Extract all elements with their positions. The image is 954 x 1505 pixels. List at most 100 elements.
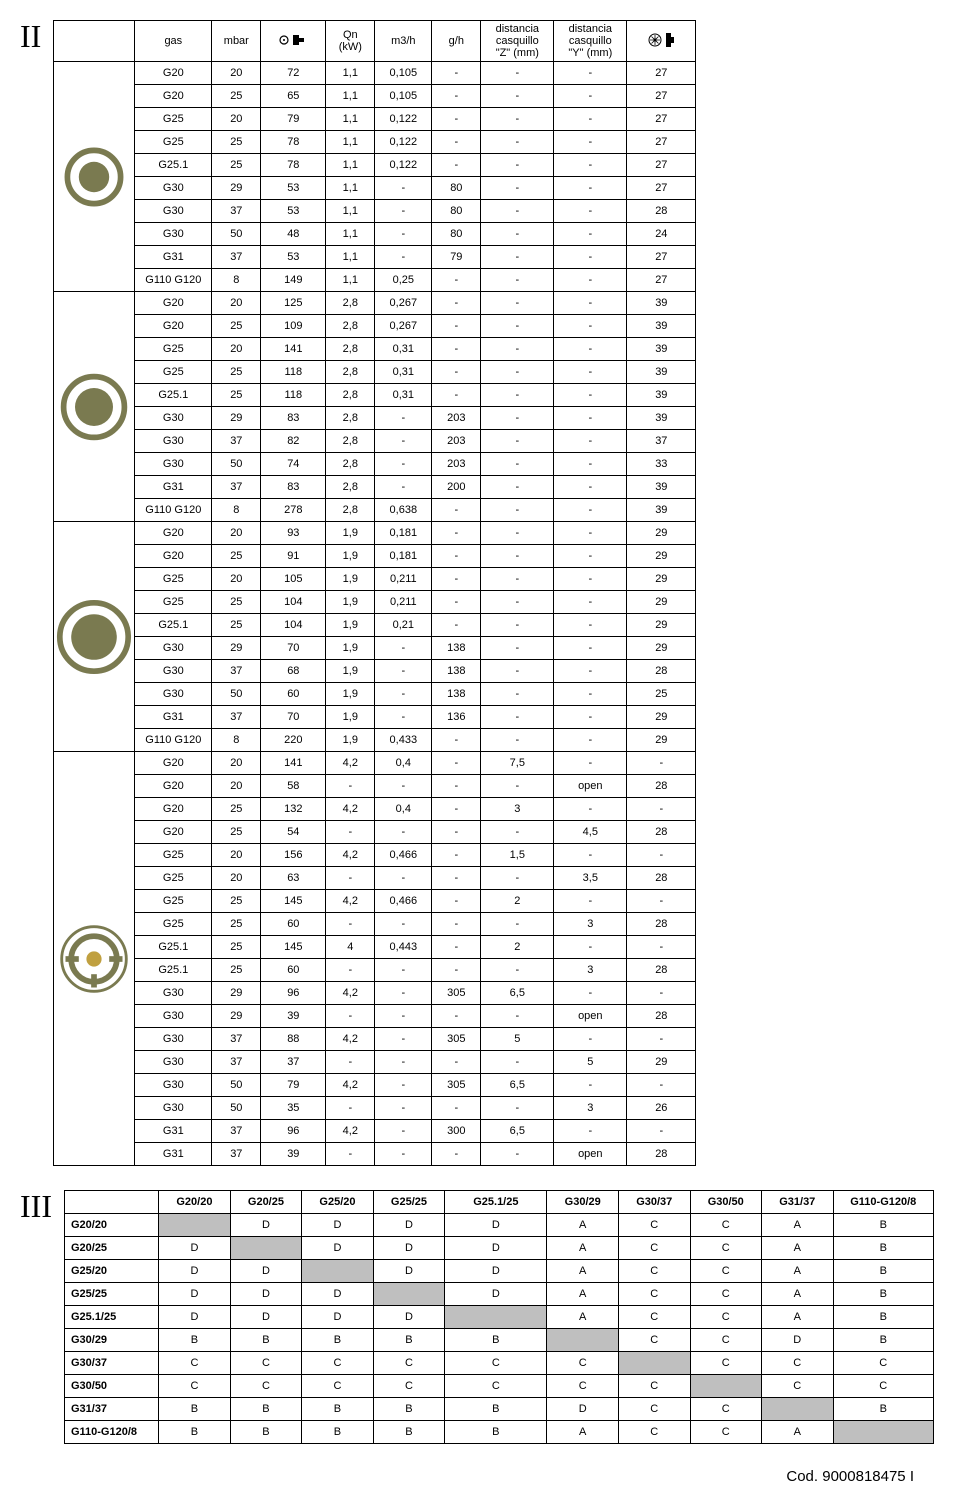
burner-icon xyxy=(54,62,135,292)
cell: G30 xyxy=(135,1097,212,1120)
cell: - xyxy=(375,913,432,936)
cell: 37 xyxy=(212,200,261,223)
cell: C xyxy=(762,1375,834,1398)
table-row: G25.125781,10,122---27 xyxy=(54,154,696,177)
cell: - xyxy=(432,361,481,384)
t3-header: G30/37 xyxy=(618,1191,690,1214)
cell: A xyxy=(762,1260,834,1283)
t3-header: G20/25 xyxy=(230,1191,302,1214)
cell: D xyxy=(159,1306,231,1329)
cell: 305 xyxy=(432,1028,481,1051)
cell: - xyxy=(326,1005,375,1028)
cell: 65 xyxy=(261,85,326,108)
cell: - xyxy=(554,844,627,867)
cell: 27 xyxy=(627,269,696,292)
cell: 20 xyxy=(212,867,261,890)
cell: - xyxy=(627,1074,696,1097)
cell: 4,2 xyxy=(326,982,375,1005)
cell: 25 xyxy=(212,131,261,154)
cell: 118 xyxy=(261,384,326,407)
cell: 0,433 xyxy=(375,729,432,752)
cell: - xyxy=(326,1051,375,1074)
cell: 27 xyxy=(627,177,696,200)
cell: 3 xyxy=(554,913,627,936)
cell: 138 xyxy=(432,683,481,706)
cell: - xyxy=(554,292,627,315)
cell: 305 xyxy=(432,1074,481,1097)
cell: - xyxy=(481,545,554,568)
cell: 0,211 xyxy=(375,568,432,591)
cell: 28 xyxy=(627,200,696,223)
cell: D xyxy=(373,1260,445,1283)
table-row: G3050601,9-138--25 xyxy=(54,683,696,706)
cell: - xyxy=(375,660,432,683)
cell: 1,9 xyxy=(326,729,375,752)
cell: - xyxy=(481,637,554,660)
cell: 29 xyxy=(627,1051,696,1074)
cell: 28 xyxy=(627,913,696,936)
cell: 4,2 xyxy=(326,890,375,913)
cell: - xyxy=(326,959,375,982)
cell: B xyxy=(159,1421,231,1444)
t3-header: G20/20 xyxy=(159,1191,231,1214)
cell: B xyxy=(302,1398,374,1421)
cell: open xyxy=(554,1143,627,1166)
table-row: G25/25DDDDACCAB xyxy=(64,1283,933,1306)
cell: G30 xyxy=(135,407,212,430)
cell: 93 xyxy=(261,522,326,545)
cell: G20 xyxy=(135,315,212,338)
cell: 33 xyxy=(627,453,696,476)
cell: - xyxy=(432,775,481,798)
cell: A xyxy=(547,1214,619,1237)
burner-icon xyxy=(54,522,135,752)
cell: - xyxy=(481,85,554,108)
cell: D xyxy=(445,1283,547,1306)
cell: 1,1 xyxy=(326,131,375,154)
row-label: G25.1/25 xyxy=(64,1306,158,1329)
cell: 50 xyxy=(212,683,261,706)
cell: C xyxy=(618,1398,690,1421)
cell: 1,9 xyxy=(326,568,375,591)
cell: 39 xyxy=(627,384,696,407)
cell: G110 G120 xyxy=(135,729,212,752)
hdr-gh: g/h xyxy=(432,21,481,62)
cell: 0,31 xyxy=(375,338,432,361)
cell: - xyxy=(375,453,432,476)
cell: 50 xyxy=(212,453,261,476)
cell: 27 xyxy=(627,131,696,154)
hdr-regulator-icon xyxy=(627,21,696,62)
cell: C xyxy=(690,1398,762,1421)
cell: 4,2 xyxy=(326,1028,375,1051)
cell: B xyxy=(230,1398,302,1421)
cell: A xyxy=(762,1283,834,1306)
cell: 1,9 xyxy=(326,706,375,729)
cell: 0,31 xyxy=(375,361,432,384)
cell: 2,8 xyxy=(326,453,375,476)
cell: - xyxy=(375,1005,432,1028)
cell: - xyxy=(554,798,627,821)
hdr-injector-icon xyxy=(261,21,326,62)
cell: 5 xyxy=(554,1051,627,1074)
burner-icon xyxy=(54,752,135,1166)
cell: - xyxy=(481,384,554,407)
table-row: G3029964,2-3056,5-- xyxy=(54,982,696,1005)
burner-icon xyxy=(54,292,135,522)
cell: 50 xyxy=(212,223,261,246)
cell: 35 xyxy=(261,1097,326,1120)
cell: - xyxy=(627,798,696,821)
cell: - xyxy=(432,384,481,407)
cell: - xyxy=(326,821,375,844)
cell: 96 xyxy=(261,982,326,1005)
cell: 2 xyxy=(481,936,554,959)
cell: C xyxy=(618,1283,690,1306)
cell: 125 xyxy=(261,292,326,315)
cell: D xyxy=(302,1306,374,1329)
compatibility-table: G20/20G20/25G25/20G25/25G25.1/25G30/29G3… xyxy=(64,1190,934,1444)
table-row: G313739----open28 xyxy=(54,1143,696,1166)
cell: D xyxy=(547,1398,619,1421)
cell: - xyxy=(432,545,481,568)
section-3: III G20/20G20/25G25/20G25/25G25.1/25G30/… xyxy=(20,1190,934,1444)
cell: - xyxy=(432,890,481,913)
cell: 24 xyxy=(627,223,696,246)
cell: A xyxy=(547,1237,619,1260)
